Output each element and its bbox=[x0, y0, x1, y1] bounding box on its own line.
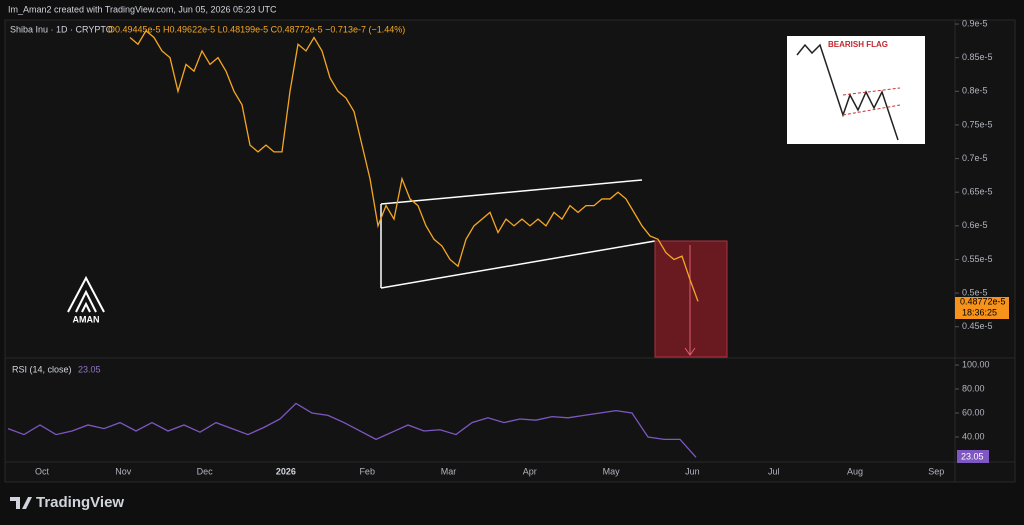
last-price-tag bbox=[955, 297, 1009, 319]
inset-label: BEARISH FLAG bbox=[828, 40, 888, 49]
x-tick-label: Oct bbox=[35, 466, 50, 476]
footer-brand: TradingView bbox=[36, 494, 124, 511]
x-tick-label: Nov bbox=[115, 466, 132, 476]
y-tick-label: 0.9e-5 bbox=[962, 18, 988, 28]
series-line bbox=[7, 402, 697, 458]
y-tick-label: 0.5e-5 bbox=[962, 287, 988, 297]
inset-line bbox=[842, 87, 901, 96]
x-tick-label: Jun bbox=[685, 466, 700, 476]
series-line bbox=[129, 29, 699, 302]
rsi-last: 23.05 bbox=[961, 451, 984, 461]
y-tick-label: 0.75e-5 bbox=[962, 119, 993, 129]
inset-bg bbox=[787, 36, 925, 144]
header-text: Im_Aman2 created with TradingView.com, J… bbox=[8, 4, 277, 14]
y-tick-label: 0.85e-5 bbox=[962, 52, 993, 62]
arrow-head bbox=[684, 347, 696, 356]
x-tick-label: Aug bbox=[847, 466, 863, 476]
y-tick-label: 0.65e-5 bbox=[962, 187, 993, 197]
footer-icon bbox=[10, 497, 32, 509]
y-tick-label: 0.45e-5 bbox=[962, 321, 993, 331]
y-tick-label: 100.00 bbox=[962, 359, 990, 369]
y-tick-label: 0.6e-5 bbox=[962, 220, 988, 230]
symbol: Shiba Inu · 1D · CRYPTO bbox=[10, 24, 113, 34]
x-tick-label: Sep bbox=[928, 466, 944, 476]
x-tick-label: Jul bbox=[768, 466, 780, 476]
inset: BEARISH FLAG bbox=[787, 36, 925, 144]
x-tick-label: Mar bbox=[441, 466, 457, 476]
ohlc: O0.49445e-5 H0.49622e-5 L0.48199e-5 C0.4… bbox=[108, 24, 405, 34]
y-tick-label: 60.00 bbox=[962, 407, 985, 417]
countdown: 18:36:25 bbox=[962, 307, 997, 317]
y-tick-label: 0.55e-5 bbox=[962, 254, 993, 264]
x-tick-label: May bbox=[603, 466, 621, 476]
rsi-title: RSI (14, close) bbox=[12, 364, 72, 374]
channel-upper bbox=[380, 179, 643, 205]
rsi-tag bbox=[957, 450, 989, 463]
footer: TradingView bbox=[10, 494, 124, 511]
y-tick-label: 80.00 bbox=[962, 383, 985, 393]
logo-mark bbox=[67, 275, 105, 313]
y-tick-label: 0.8e-5 bbox=[962, 86, 988, 96]
last-price: 0.48772e-5 bbox=[960, 296, 1006, 306]
inset-pattern bbox=[796, 43, 899, 141]
x-tick-label: 2026 bbox=[276, 466, 296, 476]
x-tick-label: Dec bbox=[197, 466, 214, 476]
logo: AMAN bbox=[67, 275, 105, 324]
logo-text: AMAN bbox=[73, 314, 100, 324]
rsi-value: 23.05 bbox=[78, 364, 101, 374]
x-tick-label: Feb bbox=[359, 466, 375, 476]
channel-lower bbox=[380, 240, 656, 289]
x-tick-label: Apr bbox=[523, 466, 537, 476]
y-tick-label: 40.00 bbox=[962, 431, 985, 441]
target-box bbox=[654, 240, 728, 358]
y-tick-label: 0.7e-5 bbox=[962, 153, 988, 163]
